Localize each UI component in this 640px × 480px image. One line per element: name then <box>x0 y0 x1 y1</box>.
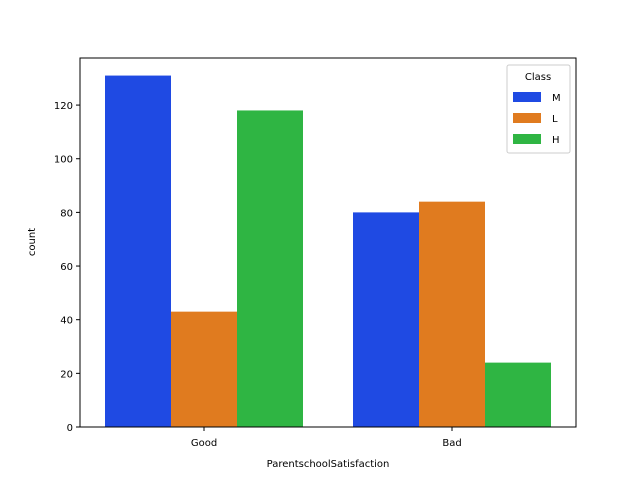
bar-H-bad <box>485 362 551 427</box>
legend-title: Class <box>525 72 551 83</box>
legend: Class MLH <box>506 64 571 154</box>
bar-H-good <box>237 110 303 427</box>
x-tick-label: Good <box>191 438 217 449</box>
y-tick-label: 80 <box>60 208 73 219</box>
legend-items: MLH <box>513 92 561 146</box>
legend-label-H: H <box>552 135 560 146</box>
x-axis-label: ParentschoolSatisfaction <box>267 459 390 470</box>
x-tick-label: Bad <box>442 438 461 449</box>
y-tick-label: 0 <box>67 423 73 434</box>
legend-label-M: M <box>552 93 561 104</box>
bar-L-bad <box>419 201 485 427</box>
plot-frame <box>79 57 577 428</box>
bars-group <box>105 75 551 427</box>
bar-L-good <box>171 311 237 427</box>
y-tick-label: 60 <box>60 262 73 273</box>
y-tick-label: 120 <box>54 101 73 112</box>
x-axis: Good Bad <box>191 427 462 449</box>
bar-M-good <box>105 75 171 427</box>
y-tick-label: 100 <box>54 155 73 166</box>
legend-label-L: L <box>552 114 558 125</box>
y-axis-label: count <box>27 228 38 256</box>
y-axis: 0 20 40 60 80 100 120 <box>54 101 80 434</box>
legend-swatch-H <box>513 134 541 144</box>
y-tick-label: 20 <box>60 369 73 380</box>
bar-M-bad <box>353 212 419 427</box>
legend-swatch-M <box>513 92 541 102</box>
y-tick-label: 40 <box>60 316 73 327</box>
legend-swatch-L <box>513 113 541 123</box>
legend-box <box>506 64 571 154</box>
